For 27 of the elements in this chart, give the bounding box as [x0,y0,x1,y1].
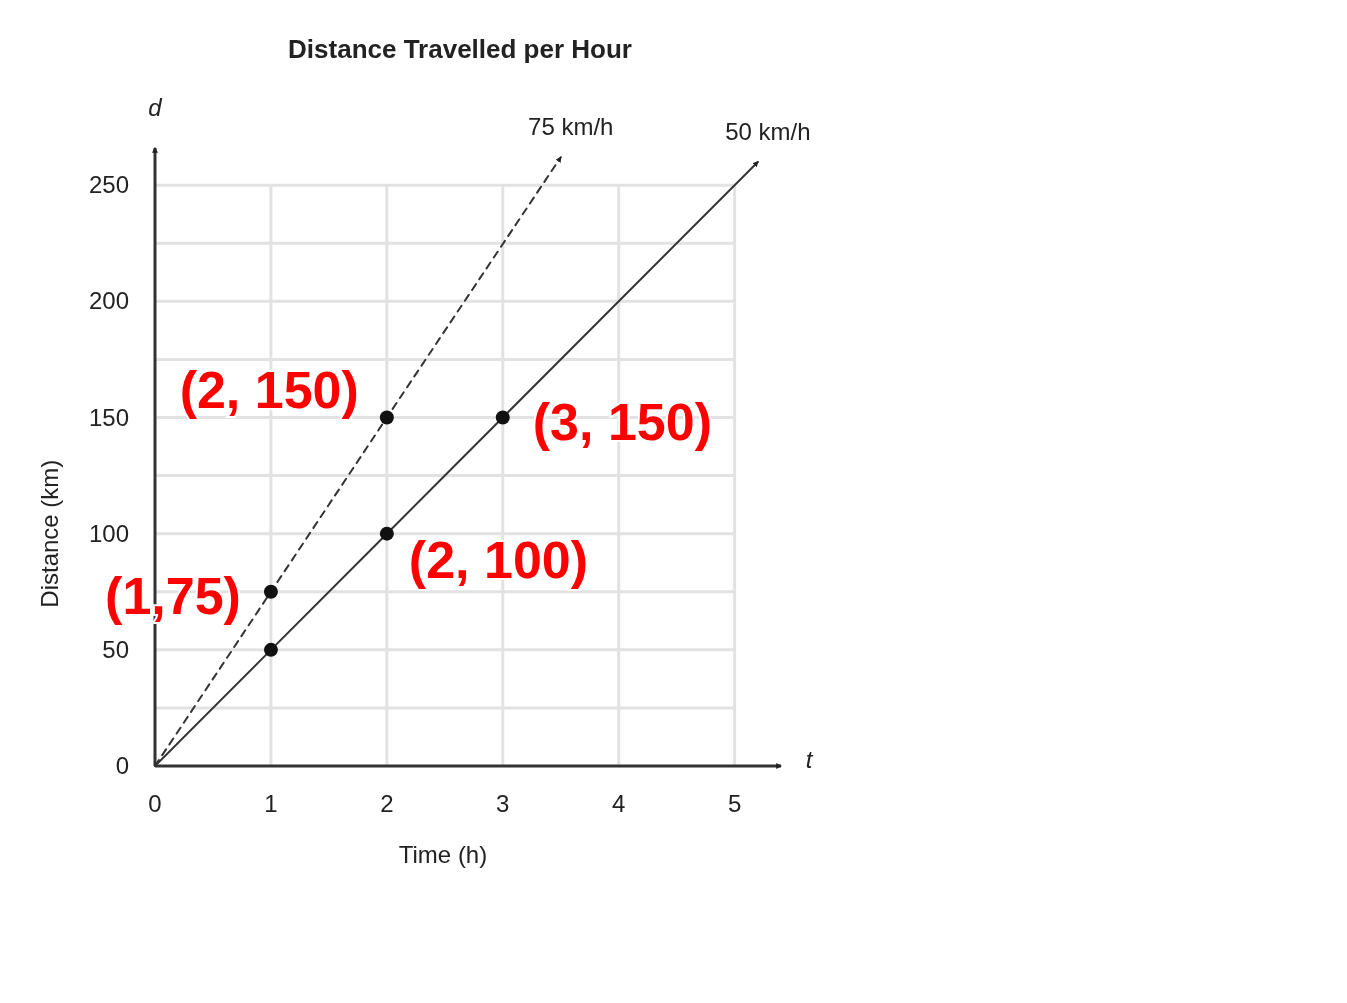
y-tick-label: 0 [115,752,129,779]
x-tick-label: 4 [612,790,626,817]
point [379,526,394,541]
series-label: 75 km/h [528,113,614,141]
x-tick-label: 3 [496,790,510,817]
point [263,642,278,657]
text: t [805,746,814,773]
x-tick-label: 0 [148,790,162,817]
y-tick-label: 200 [88,287,129,315]
annotation: (2, 100) [408,530,589,589]
y-tick-label: 100 [88,519,129,547]
point [379,410,394,425]
text: d [148,94,163,121]
chart-title: Distance Travelled per Hour [288,34,632,64]
y-tick-label: 50 [102,635,129,663]
annotation: (2, 150) [179,360,359,419]
annotation: (3, 150) [532,392,712,451]
x-axis-title: Time (h) [398,841,488,868]
x-tick-label: 1 [264,790,278,817]
series-label: 50 km/h [725,117,811,145]
x-tick-label: 5 [727,790,742,817]
point [495,410,510,425]
y-tick-label: 150 [88,403,129,431]
x-tick-label: 2 [380,790,394,817]
y-axis-title: Distance (km) [36,459,63,608]
y-tick-label: 250 [88,171,129,199]
point [263,584,278,599]
